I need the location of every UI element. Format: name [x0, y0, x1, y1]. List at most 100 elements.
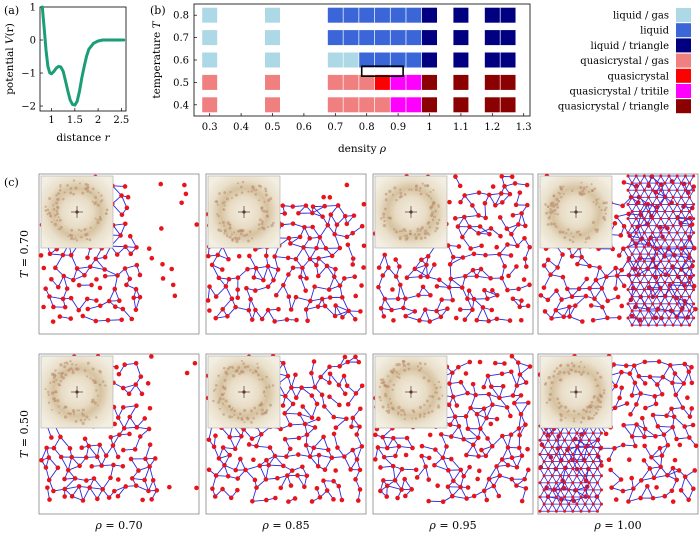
phase-ytick-label: 0.6: [173, 56, 189, 67]
phase-point: [327, 7, 343, 23]
phase-point: [390, 74, 406, 90]
phase-point: [500, 30, 516, 46]
phase-point: [484, 30, 500, 46]
phase-point: [265, 7, 281, 23]
legend-swatch: [676, 8, 691, 22]
snapshot-panel: [372, 173, 534, 335]
phase-point: [422, 52, 438, 68]
row-label: T = 0.50: [18, 410, 31, 458]
phase-xtick-label: 0.5: [265, 122, 281, 133]
phase-ylabel: temperature T: [151, 20, 163, 98]
potential-xtick-label: 1: [48, 115, 54, 126]
legend-swatch: [676, 99, 691, 114]
phase-xtick-label: 0.9: [390, 122, 406, 133]
legend-swatch: [676, 53, 691, 68]
phase-point: [359, 97, 375, 113]
phase-point: [453, 97, 469, 113]
snapshot-row-labels: T = 0.70 T = 0.50: [18, 230, 31, 458]
phase-point: [343, 97, 359, 113]
col-label: ρ = 0.70: [94, 519, 142, 532]
phase-point: [406, 74, 422, 90]
potential-xtick-label: 2.5: [113, 115, 129, 126]
phase-point: [265, 30, 281, 46]
phase-point: [374, 74, 390, 90]
legend-swatch: [676, 23, 691, 38]
phase-point: [390, 52, 406, 68]
phase-point: [359, 52, 375, 68]
phase-xtick-label: 0.7: [327, 122, 343, 133]
phase-point: [500, 97, 516, 113]
phase-xlabel: density ρ: [338, 143, 387, 155]
diffraction-inset: [207, 355, 281, 429]
phase-point: [265, 97, 281, 113]
col-label: ρ = 0.95: [428, 519, 476, 532]
snapshot-panel: [372, 353, 534, 515]
phase-xtick-label: 0.8: [359, 122, 375, 133]
phase-point: [422, 97, 438, 113]
phase-point: [327, 97, 343, 113]
phase-diagram-chart: 0.3 0.4 0.5 0.6 0.7 0.8 0.9 1 1.1 1.2 1.3 0.4 0.5 0.6…: [151, 3, 691, 155]
phase-point: [202, 52, 218, 68]
phase-point: [453, 74, 469, 90]
phase-point: [422, 74, 438, 90]
legend-entry-label: liquid / gas: [613, 11, 669, 22]
snapshot-panel: [205, 353, 367, 515]
phase-point: [327, 74, 343, 90]
phase-point: [500, 74, 516, 90]
phase-point: [359, 30, 375, 46]
phase-point: [359, 7, 375, 23]
snapshot-panel: [38, 353, 200, 515]
potential-ticks: 1 1.5 2 2.5 1 0 −1 −2: [21, 3, 129, 127]
phase-xtick-label: 0.4: [233, 122, 249, 133]
phase-point: [359, 74, 375, 90]
snapshot-panel: [205, 173, 367, 335]
potential-ytick-label: 0: [30, 36, 36, 47]
phase-point: [374, 30, 390, 46]
potential-xtick-label: 2: [95, 115, 101, 126]
phase-point: [202, 30, 218, 46]
phase-point: [343, 52, 359, 68]
phase-xtick-label: 1.3: [516, 122, 532, 133]
legend-entry-label: quasicrystal / gas: [580, 56, 669, 67]
diffraction-inset: [539, 175, 613, 249]
phase-point: [343, 7, 359, 23]
phase-point: [500, 52, 516, 68]
phase-point: [374, 7, 390, 23]
phase-point: [453, 7, 469, 23]
legend-swatch: [676, 68, 691, 83]
phase-ytick-label: 0.8: [173, 11, 189, 22]
phase-point: [343, 30, 359, 46]
snapshot-grid: [38, 173, 699, 515]
phase-highlight-box: [360, 65, 404, 77]
col-label: ρ = 0.85: [261, 519, 309, 532]
panel-label-b: (b): [150, 4, 166, 17]
phase-point: [422, 7, 438, 23]
phase-point: [406, 30, 422, 46]
phase-legend: liquid / gas liquid liquid / triangle quasi…: [558, 8, 691, 114]
legend-swatch: [676, 38, 691, 53]
phase-point: [390, 97, 406, 113]
legend-entry-label: liquid / triangle: [591, 41, 670, 52]
diffraction-inset: [40, 355, 114, 429]
potential-xtick-label: 1.5: [67, 115, 83, 126]
triangular-lattice: [626, 174, 696, 327]
col-label: ρ = 1.00: [593, 519, 641, 532]
potential-chart: 1 1.5 2 2.5 1 0 −1 −2 distance r potential V(r): [4, 3, 129, 145]
potential-axes-frame: [39, 6, 127, 112]
legend-entry-label: liquid: [640, 26, 669, 37]
phase-point: [484, 97, 500, 113]
phase-point: [484, 52, 500, 68]
triangular-lattice: [538, 424, 603, 513]
diffraction-inset: [539, 355, 613, 429]
phase-point: [406, 97, 422, 113]
phase-ytick-label: 0.5: [173, 78, 189, 89]
legend-entry-label: quasicrystal / tritile: [569, 87, 669, 98]
potential-ytick-label: −1: [21, 69, 36, 80]
phase-point: [484, 74, 500, 90]
phase-point: [500, 7, 516, 23]
potential-curve: [40, 5, 126, 107]
diffraction-inset: [207, 175, 281, 249]
phase-point: [390, 7, 406, 23]
phase-ticks: 0.3 0.4 0.5 0.6 0.7 0.8 0.9 1 1.1 1.2 1.3 0.4 0.5 0.6…: [173, 11, 532, 133]
phase-xtick-label: 1.1: [453, 122, 469, 133]
